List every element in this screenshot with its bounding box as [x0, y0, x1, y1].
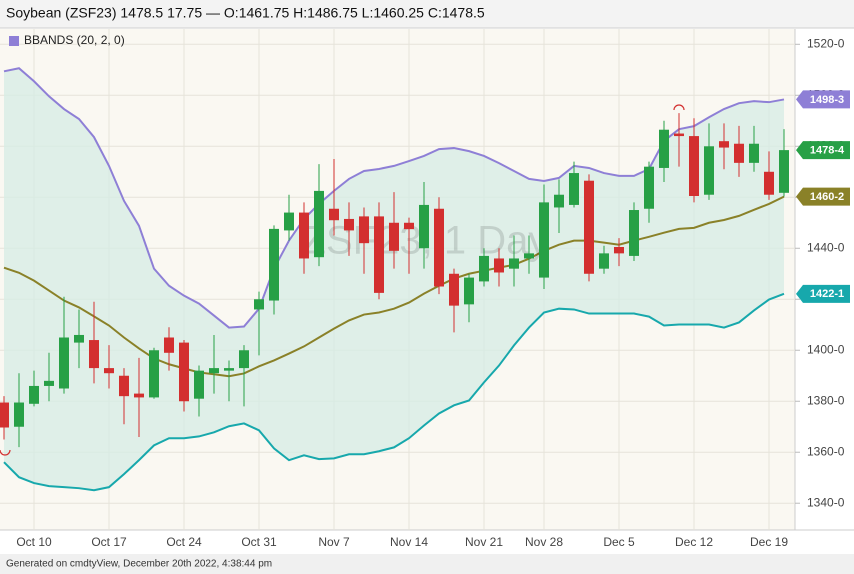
candle-body	[704, 146, 714, 195]
price-tags: 1498-3 1460-2 1422-1 1478-4	[796, 90, 850, 303]
pivot-low-marker	[0, 449, 11, 456]
candle-body	[689, 136, 699, 196]
candle-body	[329, 208, 339, 221]
candle-body	[314, 190, 324, 258]
chart-title: Soybean (ZSF23) 1478.5 17.75 — O:1461.75…	[6, 5, 485, 21]
y-tick-label: 1520-0	[807, 36, 845, 50]
legend-label: BBANDS (20, 2, 0)	[24, 33, 125, 47]
candle-body	[464, 277, 474, 305]
candle-body	[614, 246, 624, 254]
candle-body	[599, 253, 609, 269]
x-tick-label: Dec 5	[603, 535, 635, 549]
candle-body	[629, 210, 639, 256]
price-tag	[796, 187, 850, 206]
candle-body	[479, 255, 489, 282]
x-tick-label: Dec 19	[750, 535, 788, 549]
x-tick-label: Oct 31	[241, 535, 277, 549]
candle-body	[179, 342, 189, 402]
candle-body	[89, 340, 99, 369]
candle-body	[164, 337, 174, 353]
y-tick-label: 1380-0	[807, 393, 845, 407]
candle-body	[449, 273, 459, 306]
candle-body	[539, 202, 549, 278]
candle-body	[284, 212, 294, 231]
candle-body	[569, 173, 579, 205]
y-tick-label: 1440-0	[807, 240, 845, 254]
candle-body	[374, 216, 384, 293]
x-tick-label: Nov 14	[390, 535, 428, 549]
candle-body	[194, 370, 204, 399]
x-tick-label: Oct 10	[16, 535, 52, 549]
candle-body	[254, 299, 264, 310]
band-line	[3, 195, 785, 378]
x-axis-area	[0, 530, 854, 554]
candle-body	[404, 222, 414, 230]
price-tag-label: 1422-1	[810, 288, 844, 300]
x-tick-label: Nov 28	[525, 535, 563, 549]
x-tick-label: Oct 24	[166, 535, 202, 549]
candle-body	[359, 216, 369, 244]
price-tag	[796, 284, 850, 303]
candle-body	[509, 258, 519, 269]
y-tick-label: 1340-0	[807, 495, 845, 509]
candle-body	[749, 143, 759, 163]
candle-body	[59, 337, 69, 389]
candle-body	[29, 385, 39, 404]
band-line	[3, 67, 785, 329]
candle-body	[434, 208, 444, 287]
x-tick-label: Nov 7	[318, 535, 350, 549]
price-tag-label: 1460-2	[810, 191, 844, 203]
candle-body	[659, 129, 669, 168]
candle-body	[119, 375, 129, 397]
price-tag-label: 1478-4	[810, 145, 845, 157]
candle-body	[554, 194, 564, 208]
price-tag	[796, 90, 850, 109]
candle-body	[209, 368, 219, 374]
candle-body	[134, 393, 144, 398]
candle-body	[149, 350, 159, 398]
candle-body	[389, 222, 399, 251]
x-tick-label: Nov 21	[465, 535, 503, 549]
candle-body	[719, 141, 729, 148]
candle-body	[104, 368, 114, 374]
candle-body	[779, 150, 789, 193]
candle-body	[674, 133, 684, 137]
candle-body	[584, 180, 594, 274]
y-tick-label: 1360-0	[807, 444, 845, 458]
candle-body	[269, 228, 279, 301]
candle-body	[0, 402, 9, 428]
footer-bar	[0, 554, 854, 574]
candle-body	[224, 368, 234, 371]
candle-body	[299, 212, 309, 259]
price-tag-label: 1498-3	[810, 94, 844, 106]
candle-body	[494, 258, 504, 273]
pivot-high-marker	[673, 104, 685, 111]
candle-body	[344, 218, 354, 231]
candle-body	[764, 171, 774, 195]
candle-body	[74, 334, 84, 343]
legend-swatch	[9, 36, 19, 46]
candle-body	[44, 380, 54, 386]
y-tick-label: 1400-0	[807, 342, 845, 356]
candle-body	[14, 402, 24, 427]
footer: Generated on cmdtyView, December 20th 20…	[6, 559, 272, 570]
candle-body	[239, 350, 249, 369]
price-tag	[796, 141, 850, 160]
y-axis-area	[795, 29, 854, 530]
candle-body	[524, 253, 534, 259]
band-line	[3, 292, 785, 492]
candle-body	[419, 204, 429, 249]
x-tick-label: Dec 12	[675, 535, 713, 549]
candle-body	[734, 143, 744, 163]
candles	[0, 113, 789, 448]
title-bar	[0, 0, 854, 28]
candle-body	[644, 166, 654, 209]
x-tick-label: Oct 17	[91, 535, 127, 549]
